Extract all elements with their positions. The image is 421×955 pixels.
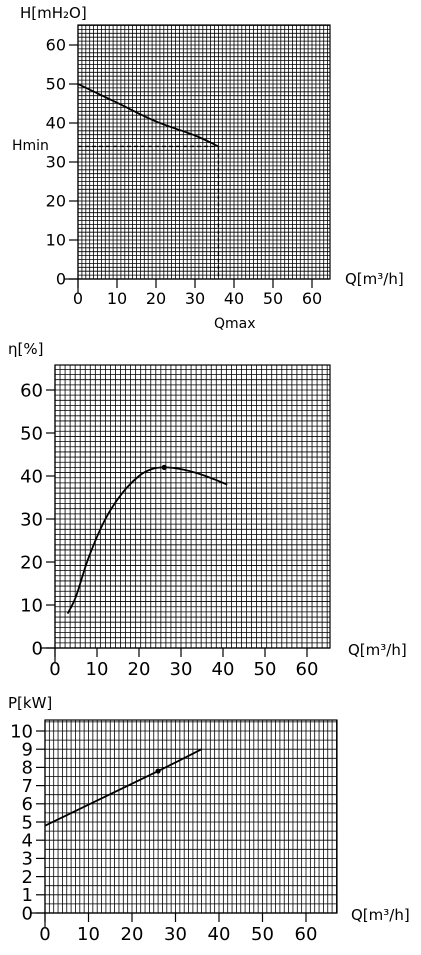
y-tick-label: 8 [22, 758, 33, 779]
y-tick-label: 2 [22, 867, 33, 888]
y-tick-label: 5 [22, 812, 33, 833]
y-tick-label: 1 [22, 885, 33, 906]
series-line-0 [44, 748, 203, 827]
x-tick-label: 50 [263, 289, 283, 308]
x-tick-label: 60 [295, 924, 318, 945]
series-line-0 [66, 466, 228, 615]
power-axis-label: P[kW] [8, 694, 52, 712]
data-point-marker [161, 464, 167, 470]
head-axis-label: H[mH₂O] [20, 4, 87, 22]
y-tick-label: 0 [22, 903, 33, 924]
y-tick-label: 0 [56, 270, 66, 289]
x-tick-label: 40 [208, 924, 231, 945]
grid [54, 365, 330, 649]
efficiency-axis-label: η[%] [8, 340, 43, 358]
y-tick-label: 9 [22, 740, 33, 761]
y-tick-label: 10 [46, 231, 66, 250]
y-tick-label: 4 [22, 831, 33, 852]
y-tick-label: 60 [46, 36, 66, 55]
x-tick-label: 0 [73, 289, 83, 308]
y-tick-label: 30 [46, 153, 66, 172]
x-tick-label: 10 [77, 924, 100, 945]
y-tick-label: 50 [20, 423, 43, 444]
y-tick-label: 20 [20, 552, 43, 573]
x-tick-label: 20 [146, 289, 166, 308]
flow-axis-label: Q[m³/h] [348, 641, 407, 659]
x-tick-label: 40 [212, 659, 235, 680]
x-tick-label: 0 [39, 924, 50, 945]
y-tick-label: 40 [20, 466, 43, 487]
head-chart: H[mH₂O] Q[m³/h] 0 10 20 30 40 50 60 0 10 20 30 40 50… [12, 4, 404, 332]
y-tick-label: 6 [22, 794, 33, 815]
annotation-qmax: Qmax [214, 316, 256, 332]
flow-axis-label: Q[m³/h] [351, 906, 410, 924]
grid [44, 720, 337, 914]
y-tick-label: 7 [22, 776, 33, 797]
efficiency-chart: η[%] Q[m³/h] 0 10 20 30 40 50 60 0 10 20 30 40 50 60 [8, 340, 407, 680]
y-tick-label: 0 [32, 638, 43, 659]
annotation-hmin: Hmin [12, 138, 49, 154]
y-tick-label: 40 [46, 114, 66, 133]
x-tick-label: 20 [121, 924, 144, 945]
x-tick-label: 10 [107, 289, 127, 308]
grid [77, 25, 330, 280]
series-line-0 [77, 83, 219, 148]
x-tick-label: 0 [49, 659, 60, 680]
x-tick-label: 60 [296, 659, 319, 680]
data-point-marker [155, 768, 161, 774]
x-tick-label: 60 [302, 289, 322, 308]
y-tick-label: 10 [10, 721, 33, 742]
y-tick-label: 20 [46, 192, 66, 211]
y-tick-label: 60 [20, 380, 43, 401]
x-tick-label: 50 [254, 659, 277, 680]
x-tick-label: 10 [86, 659, 109, 680]
x-tick-label: 30 [164, 924, 187, 945]
x-tick-label: 20 [128, 659, 151, 680]
x-tick-label: 40 [224, 289, 244, 308]
x-tick-label: 30 [170, 659, 193, 680]
y-tick-label: 50 [46, 75, 66, 94]
flow-axis-label: Q[m³/h] [345, 270, 404, 288]
x-tick-label: 50 [251, 924, 274, 945]
x-tick-label: 30 [185, 289, 205, 308]
y-tick-label: 3 [22, 849, 33, 870]
grid-frame [54, 364, 331, 649]
y-tick-label: 10 [20, 595, 43, 616]
y-tick-label: 30 [20, 509, 43, 530]
